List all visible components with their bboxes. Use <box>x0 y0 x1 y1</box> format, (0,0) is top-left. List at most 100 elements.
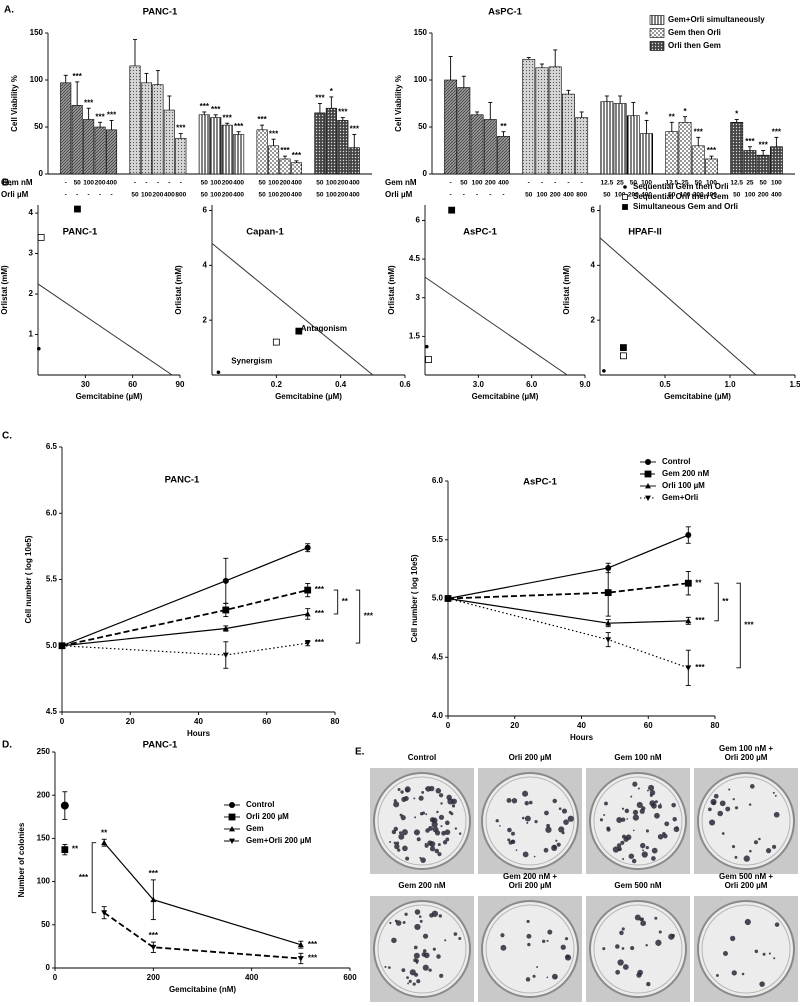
dish-rim <box>485 904 575 994</box>
colony <box>534 820 538 824</box>
series-line <box>61 589 308 647</box>
colony <box>526 821 529 824</box>
bar <box>325 107 337 175</box>
colony <box>413 952 420 959</box>
significance: *** <box>292 151 302 160</box>
panel-label: D. <box>2 740 12 751</box>
y-tick-label: 6.5 <box>46 442 58 451</box>
colony <box>438 914 442 918</box>
legend-label: Gem <box>246 824 264 833</box>
caption: Gem 200 nM + <box>503 872 557 881</box>
bracket <box>355 589 361 644</box>
bar <box>210 117 222 175</box>
gem-label: 12.5 <box>730 180 743 187</box>
colony <box>621 817 626 822</box>
colony <box>402 920 406 924</box>
point <box>272 338 280 346</box>
colony <box>707 807 712 812</box>
gem-label: 100 <box>326 180 337 187</box>
colony <box>759 981 765 987</box>
bar <box>337 120 349 175</box>
legend-marker <box>229 838 235 844</box>
colony <box>646 981 651 987</box>
colony <box>617 959 624 966</box>
y-tick-label: 1 <box>29 330 34 339</box>
colony <box>645 846 649 850</box>
gem-label: - <box>157 180 159 187</box>
colony <box>546 976 549 979</box>
colony <box>440 825 443 828</box>
x-tick-label: 60 <box>262 717 271 726</box>
dish-rim <box>593 776 683 866</box>
colony <box>732 797 735 801</box>
marker <box>222 652 229 659</box>
bar <box>678 122 692 175</box>
colony <box>400 790 404 794</box>
additive-line <box>37 283 173 376</box>
colony <box>632 829 635 832</box>
colony <box>772 844 777 849</box>
x-tick-label: 1.5 <box>789 380 800 389</box>
colony <box>447 798 454 805</box>
series-line <box>447 597 689 624</box>
significance: *** <box>269 129 279 138</box>
panel-label: A. <box>4 5 14 16</box>
orli-label: 400 <box>233 192 244 199</box>
marker <box>304 640 311 647</box>
legend-swatch <box>649 28 665 38</box>
colony <box>511 831 515 836</box>
point <box>424 344 429 349</box>
series-line <box>447 582 689 600</box>
gem-label: 50 <box>630 180 638 187</box>
gem-label: 50 <box>460 180 468 187</box>
colony <box>395 920 402 926</box>
colony <box>407 982 410 985</box>
colony <box>637 787 640 790</box>
colony <box>419 919 423 923</box>
x-tick-label: 9.0 <box>579 380 591 389</box>
y-tick-label: 200 <box>37 790 51 799</box>
significance: *** <box>350 125 360 134</box>
colony <box>675 826 679 829</box>
y-tick-label: 2 <box>29 289 34 298</box>
colony <box>506 798 512 803</box>
colony <box>542 939 546 943</box>
y-tick-label: 5.5 <box>432 535 444 544</box>
colony <box>731 845 736 849</box>
colony <box>626 818 629 820</box>
colony <box>552 798 557 804</box>
caption: Gem 100 nM + <box>719 744 773 753</box>
y-tick-label: 4.5 <box>432 652 444 661</box>
significance: *** <box>772 127 782 136</box>
colony <box>671 802 676 808</box>
colony <box>388 966 391 969</box>
significance: *** <box>758 141 768 150</box>
gem-label: 50 <box>695 180 703 187</box>
colony <box>546 823 550 828</box>
bar <box>83 119 95 175</box>
legend-label: Orli 100 µM <box>662 481 705 490</box>
caption: Gem 100 nM <box>614 753 661 762</box>
marker <box>604 589 612 597</box>
colony <box>416 837 421 842</box>
gem-label: 400 <box>291 180 302 187</box>
y-tick-label: 4 <box>29 208 34 217</box>
dish <box>481 900 579 998</box>
y-tick-label: 5.0 <box>46 641 58 650</box>
y-tick-label: 5.5 <box>46 575 58 584</box>
colony <box>622 857 625 861</box>
marker <box>297 941 304 948</box>
colony <box>545 826 552 833</box>
orli-label: 400 <box>641 192 652 199</box>
x-tick-label: 40 <box>194 717 203 726</box>
colony <box>536 966 539 969</box>
bar <box>221 124 233 175</box>
gem-label: 25 <box>616 180 624 187</box>
bar <box>60 82 72 175</box>
colony <box>391 937 397 944</box>
significance: ** <box>695 578 702 587</box>
y-tick-label: 2 <box>203 315 208 324</box>
orli-label: 50 <box>733 192 741 199</box>
y-tick-label: 100 <box>30 75 44 84</box>
colony <box>547 929 553 935</box>
